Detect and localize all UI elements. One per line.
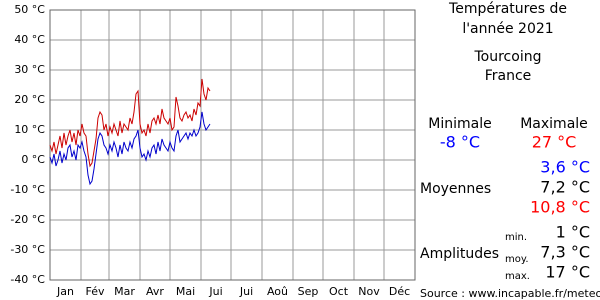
title: l'année 2021 [462,21,553,37]
temperature-line [49,78,211,168]
city: Tourcoing [474,49,542,65]
x-tick-label: Mai [176,285,195,298]
y-tick-label: 50 °C [14,3,45,16]
x-tick-label: Oct [329,285,349,298]
x-tick-label: Mar [114,285,135,298]
y-tick-label: -30 °C [10,243,45,256]
min-value: -8 °C [440,133,480,152]
amp-value: 1 °C [556,223,590,242]
x-tick-label: Nov [358,285,380,298]
y-tick-label: 10 °C [14,123,45,136]
x-tick-label: Aoû [267,285,288,298]
y-tick-label: 30 °C [14,63,45,76]
source: Source : www.incapable.fr/meteo [420,287,600,300]
x-tick-label: Sep [298,285,319,298]
amp-key: min. [505,232,527,243]
x-tick-label: Fév [85,285,104,298]
amp-label: Amplitudes [420,246,499,262]
mean: 7,2 °C [540,178,590,197]
x-tick-label: Avr [146,285,164,298]
min-label: Minimale [428,116,491,132]
temperature-line [49,111,211,186]
y-tick-label: 40 °C [14,33,45,46]
x-tick-label: Jui [239,285,253,298]
y-tick-label: -10 °C [10,183,45,196]
y-tick-label: 0 °C [21,153,45,166]
plot-border [49,9,416,281]
country: France [485,68,532,84]
amp-value: 7,3 °C [540,243,590,262]
amp-key: max. [505,271,530,282]
amp-value: 17 °C [545,263,590,282]
mean-max: 10,8 °C [530,198,590,217]
amp-key: moy. [505,254,529,265]
title: Températures de [448,1,567,17]
y-tick-label: -40 °C [10,273,45,286]
y-tick-label: 20 °C [14,93,45,106]
mean-label: Moyennes [420,181,491,197]
max-label: Maximale [520,116,588,132]
y-tick-label: -20 °C [10,213,45,226]
x-tick-label: Déc [389,285,410,298]
x-tick-label: Jan [56,285,74,298]
mean-min: 3,6 °C [540,158,590,177]
max-value: 27 °C [532,133,577,152]
x-tick-label: Jui [208,285,222,298]
